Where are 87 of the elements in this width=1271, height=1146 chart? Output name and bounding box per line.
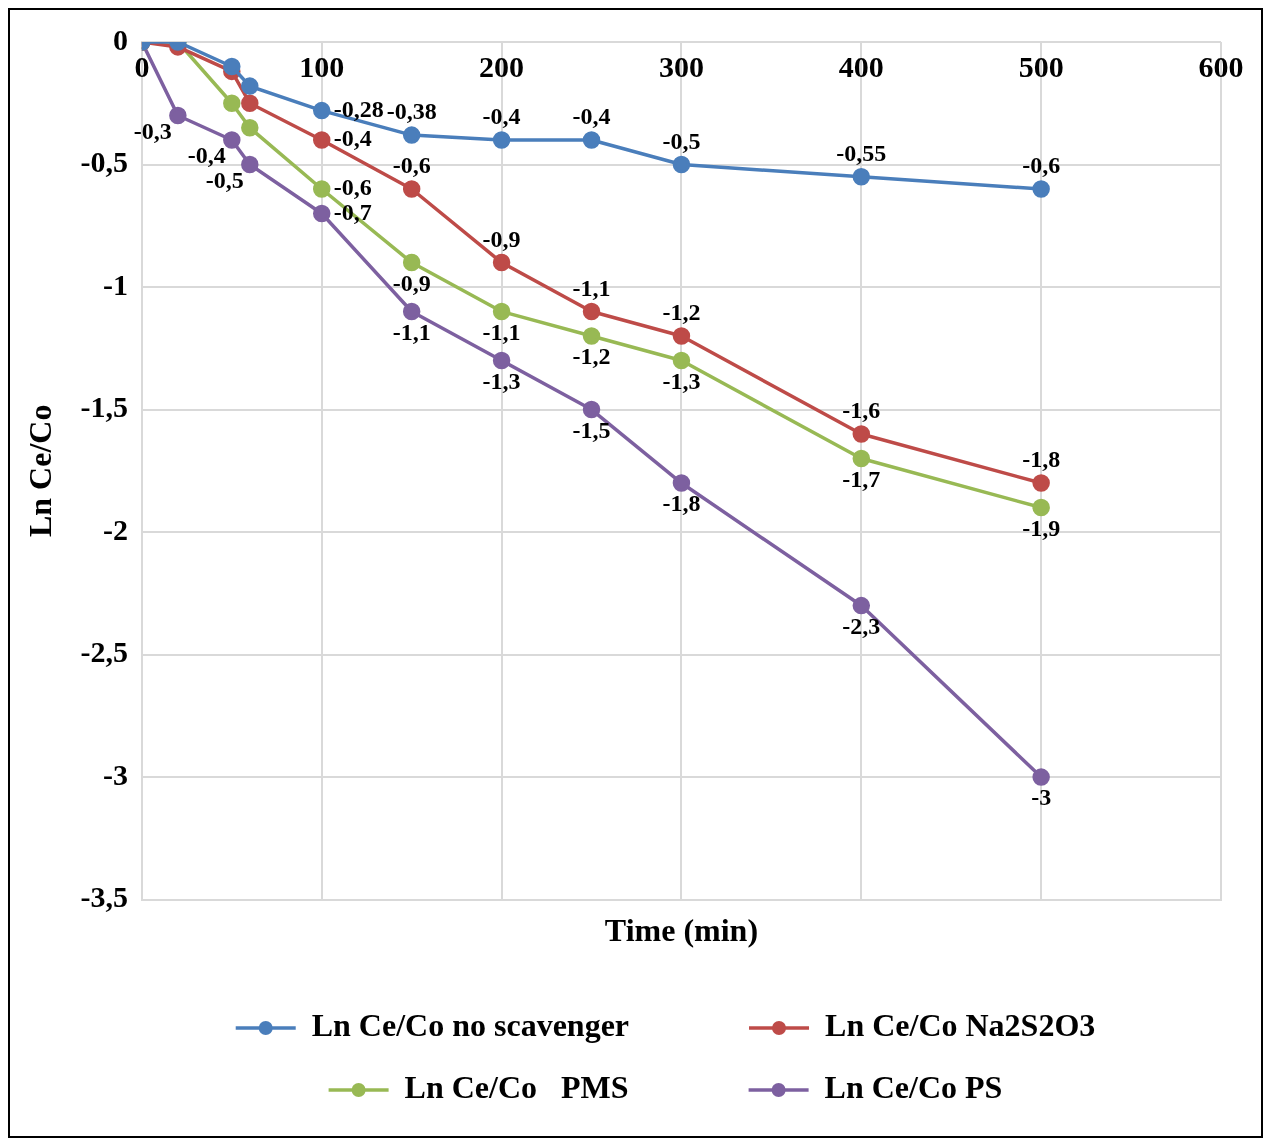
data-label: -0,3 — [133, 117, 172, 144]
point — [223, 57, 241, 76]
data-label: -0,4 — [187, 142, 226, 169]
legend-label: Ln Ce/Co PMS — [404, 1069, 629, 1106]
data-label: -0,6 — [1022, 152, 1061, 179]
point — [492, 302, 511, 321]
point — [169, 106, 187, 125]
y-tick-label: -2 — [102, 512, 128, 546]
point — [312, 131, 331, 149]
y-tick-label: -0,5 — [80, 145, 128, 179]
point — [312, 101, 331, 120]
point — [1032, 180, 1050, 198]
x-tick-label: 400 — [838, 49, 884, 83]
point — [672, 155, 691, 174]
data-label: -0,4 — [572, 103, 611, 130]
data-label: -1,2 — [662, 299, 701, 326]
y-tick-label: 0 — [112, 22, 128, 56]
data-label: -2,3 — [842, 612, 881, 639]
x-tick-label: 200 — [479, 49, 525, 83]
data-label: -0,5 — [205, 166, 244, 193]
point — [402, 126, 421, 144]
x-tick-label: 0 — [134, 49, 150, 83]
point — [582, 302, 601, 321]
point — [852, 596, 871, 615]
point — [582, 131, 601, 149]
data-label: -0,28 — [333, 95, 384, 122]
point — [852, 168, 871, 186]
y-tick-label: -2,5 — [80, 635, 128, 669]
data-label: -1,5 — [572, 416, 611, 443]
data-label: -0,4 — [482, 103, 521, 130]
point — [672, 351, 691, 370]
data-label: -0,6 — [333, 174, 372, 201]
point — [402, 253, 421, 272]
point — [312, 180, 331, 198]
point — [1032, 768, 1050, 786]
point — [672, 327, 691, 345]
point — [241, 94, 259, 113]
data-label: -1,3 — [482, 367, 521, 394]
point — [241, 119, 259, 137]
x-axis-title: Time (min) — [604, 912, 759, 949]
point — [241, 155, 259, 174]
point — [852, 449, 871, 468]
legend-label: Ln Ce/Co no scavenger — [311, 1007, 630, 1044]
data-label: -1,1 — [392, 318, 431, 345]
point — [312, 204, 331, 223]
data-label: -0,9 — [482, 225, 521, 252]
point — [582, 327, 601, 345]
legend-label: Ln Ce/Co PS — [824, 1069, 1003, 1106]
x-tick-label: 600 — [1198, 49, 1244, 83]
data-label: -0,5 — [662, 127, 701, 154]
point — [223, 131, 241, 149]
point — [672, 474, 691, 492]
data-label: -0,38 — [386, 98, 437, 125]
y-tick-label: -1,5 — [80, 390, 128, 424]
data-label: -1,9 — [1022, 514, 1061, 541]
data-label: -0,55 — [836, 139, 887, 166]
data-label: -1,1 — [572, 274, 611, 301]
y-tick-label: -1 — [102, 267, 128, 301]
data-label: -0,6 — [392, 152, 431, 179]
data-label: -1,7 — [842, 465, 881, 492]
x-tick-label: 500 — [1018, 49, 1064, 83]
point — [223, 94, 241, 113]
data-label: -0,9 — [392, 269, 431, 296]
point — [582, 400, 601, 419]
data-label: -0,4 — [333, 125, 372, 152]
point — [852, 425, 871, 443]
legend-label: Ln Ce/Co Na2S2O3 — [825, 1007, 1096, 1044]
point — [492, 131, 511, 149]
point — [492, 351, 511, 370]
y-tick-label: -3,5 — [80, 880, 128, 914]
point — [1032, 498, 1050, 517]
y-tick-label: -3 — [102, 757, 128, 791]
x-tick-label: 100 — [299, 49, 345, 83]
data-label: -1,8 — [662, 490, 701, 517]
x-tick-label: 300 — [658, 49, 704, 83]
y-axis-title: Ln Ce/Co — [22, 404, 59, 538]
data-label: -1,1 — [482, 318, 521, 345]
data-label: -1,3 — [662, 367, 701, 394]
point — [402, 180, 421, 198]
point — [492, 253, 511, 272]
point — [402, 302, 421, 321]
point — [241, 77, 259, 95]
data-label: -3 — [1031, 784, 1052, 811]
data-label: -1,6 — [842, 397, 881, 424]
data-label: -1,2 — [572, 343, 611, 370]
data-label: -1,8 — [1022, 446, 1061, 473]
point — [1032, 474, 1050, 492]
